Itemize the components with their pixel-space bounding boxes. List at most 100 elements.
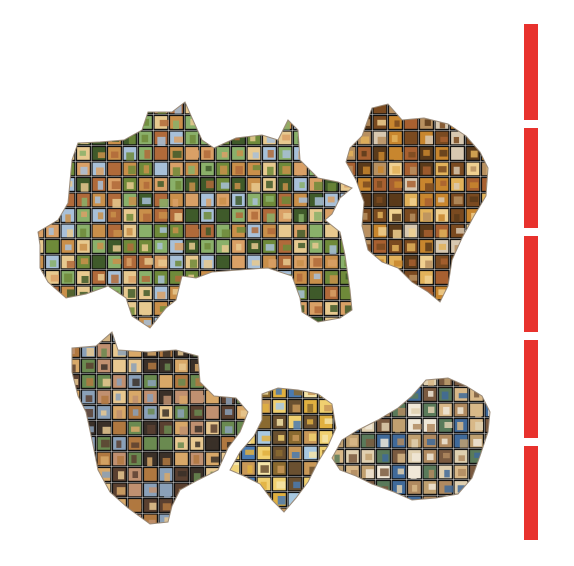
photo-detail — [297, 230, 305, 238]
photo-tile — [304, 493, 318, 507]
photo-detail — [470, 276, 478, 283]
photo-detail — [382, 454, 388, 461]
photo-tile — [309, 317, 323, 331]
photo-tile — [216, 302, 230, 316]
photo-detail — [346, 230, 351, 239]
photo-detail — [397, 485, 402, 493]
photo-tile — [66, 421, 80, 435]
photo-tile — [185, 286, 199, 300]
photo-detail — [293, 435, 299, 441]
photo-detail — [133, 486, 139, 493]
photo-detail — [98, 212, 103, 219]
photo-detail — [100, 502, 106, 509]
photo-detail — [278, 496, 286, 505]
photo-detail — [195, 503, 202, 510]
photo-tile — [420, 100, 434, 114]
photo-detail — [429, 470, 434, 478]
photo-detail — [281, 323, 290, 331]
photo-tile — [242, 477, 256, 491]
photo-tile — [340, 178, 354, 192]
photo-detail — [360, 305, 369, 313]
photo-detail — [444, 422, 452, 428]
photo-detail — [129, 104, 136, 111]
photo-detail — [346, 120, 352, 126]
photo-detail — [392, 214, 401, 221]
photo-tile — [340, 317, 354, 331]
photo-detail — [440, 104, 448, 111]
photo-tile — [356, 100, 370, 114]
photo-detail — [241, 503, 248, 509]
photo-detail — [111, 321, 120, 330]
photo-detail — [456, 228, 464, 234]
photo-detail — [407, 243, 415, 251]
photo-tile — [273, 508, 287, 522]
photo-detail — [231, 480, 239, 488]
photo-detail — [475, 484, 483, 492]
photo-tile — [377, 388, 391, 402]
photo-tile — [232, 116, 246, 130]
photo-tile — [392, 388, 406, 402]
photo-tile — [61, 100, 75, 114]
photo-detail — [81, 276, 88, 283]
photo-detail — [266, 119, 274, 126]
photo-detail — [486, 306, 495, 314]
photo-detail — [236, 291, 243, 298]
photo-detail — [409, 291, 418, 298]
photo-detail — [211, 441, 216, 448]
photo-detail — [206, 181, 214, 188]
photo-detail — [101, 396, 108, 404]
photo-detail — [339, 511, 347, 519]
photo-detail — [471, 291, 478, 298]
photo-detail — [346, 121, 355, 129]
photo-detail — [345, 323, 353, 329]
photo-detail — [292, 452, 300, 458]
photo-detail — [222, 275, 230, 284]
photo-detail — [164, 378, 169, 386]
photo-tile — [221, 328, 235, 342]
photo-detail — [347, 259, 353, 265]
photo-detail — [485, 119, 490, 125]
photo-detail — [423, 150, 430, 156]
photo-tile — [201, 116, 215, 130]
photo-detail — [211, 348, 217, 354]
photo-tile — [185, 302, 199, 316]
photo-tile — [232, 271, 246, 285]
photo-detail — [227, 379, 234, 385]
photo-detail — [425, 183, 434, 191]
photo-detail — [454, 260, 461, 268]
photo-tile — [304, 477, 318, 491]
photo-tile — [482, 255, 496, 269]
photo-tile — [237, 359, 251, 373]
photo-detail — [97, 243, 103, 250]
photo-detail — [299, 182, 304, 188]
photo-detail — [235, 321, 242, 330]
photo-detail — [65, 214, 70, 222]
photo-detail — [96, 119, 105, 126]
photo-detail — [245, 450, 254, 455]
photo-detail — [126, 152, 134, 160]
photo-detail — [117, 427, 125, 435]
photo-detail — [206, 166, 212, 171]
photo-tile — [485, 450, 499, 464]
photo-detail — [377, 181, 382, 188]
photo-tile — [221, 359, 235, 373]
photo-detail — [112, 199, 120, 208]
photo-tile — [154, 317, 168, 331]
photo-tile — [185, 317, 199, 331]
photo-detail — [489, 486, 497, 492]
photo-detail — [237, 104, 246, 109]
photo-tile — [435, 302, 449, 316]
photo-detail — [377, 244, 386, 250]
photo-detail — [455, 121, 460, 126]
photo-detail — [283, 259, 290, 265]
photo-detail — [267, 228, 275, 234]
photo-tile — [485, 496, 499, 510]
photo-tile — [66, 514, 80, 528]
photo-detail — [392, 306, 399, 313]
photo-detail — [409, 260, 416, 267]
photo-detail — [361, 229, 370, 237]
photo-tile — [342, 131, 356, 145]
photo-detail — [423, 166, 431, 174]
photo-tile — [346, 496, 360, 510]
photo-tile — [325, 147, 339, 161]
